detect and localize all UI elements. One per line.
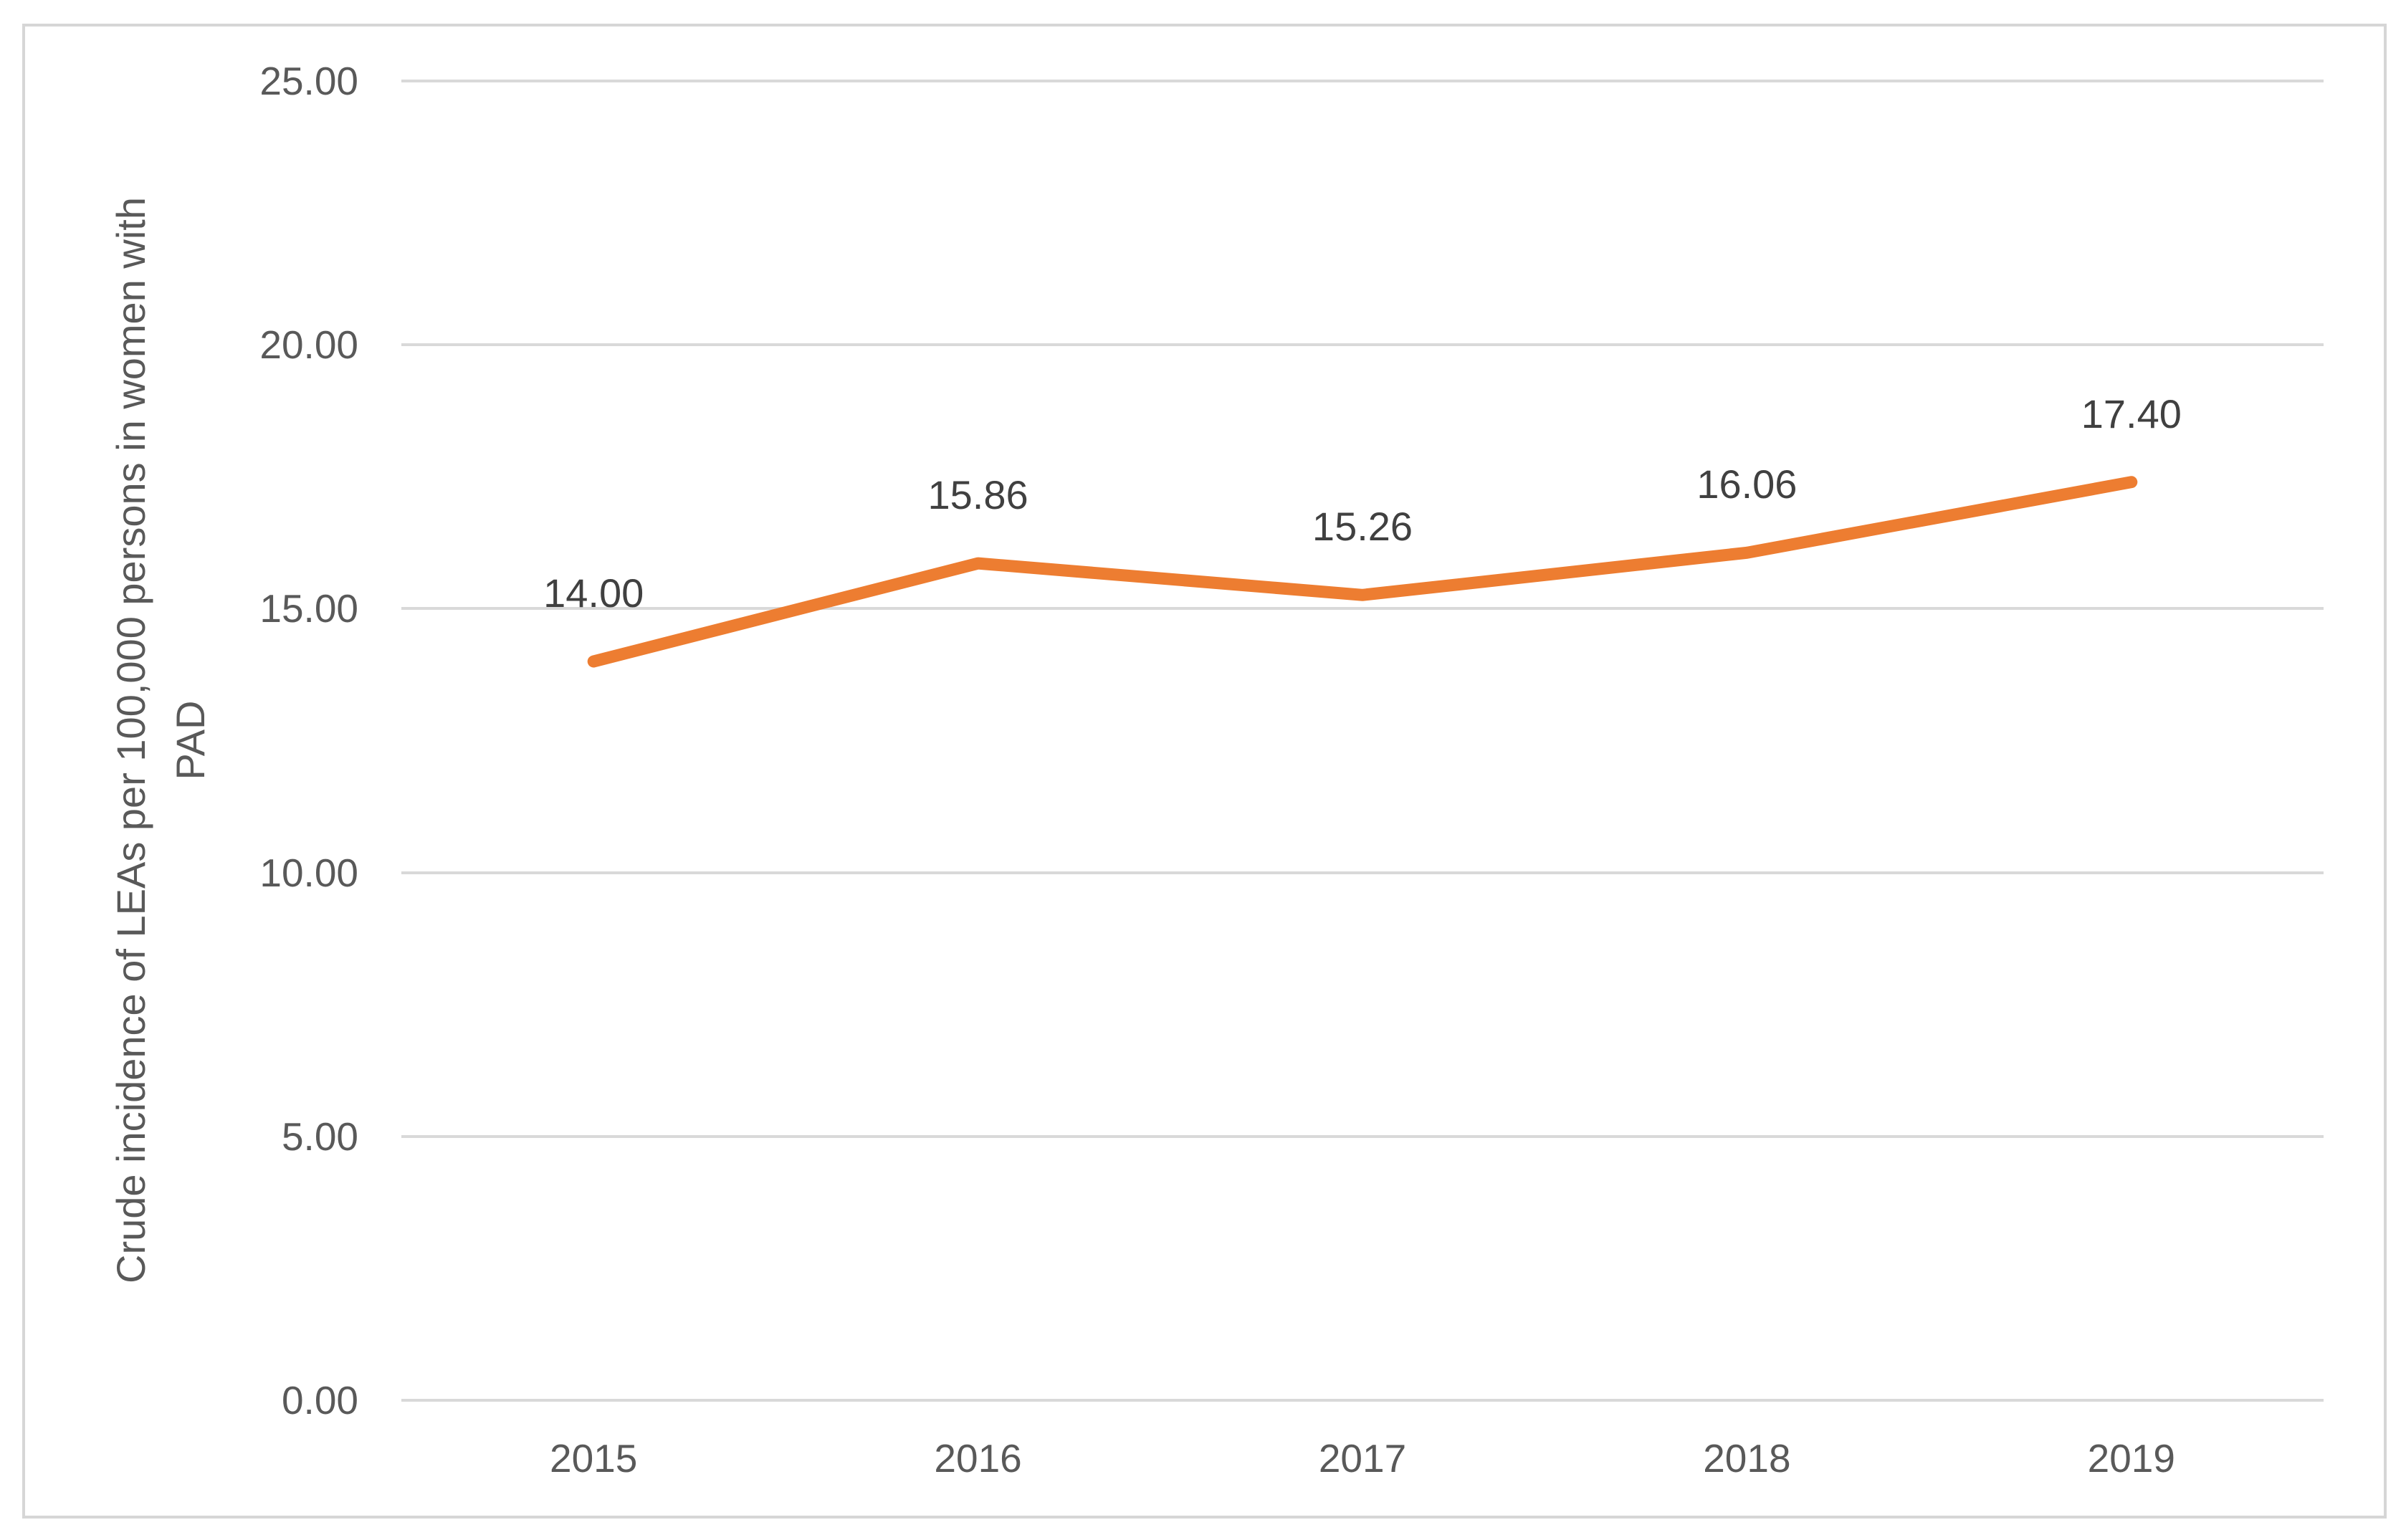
data-label: 14.00 bbox=[543, 570, 644, 616]
gridline-10 bbox=[401, 871, 2324, 874]
x-axis-tick-label: 2018 bbox=[1703, 1436, 1791, 1481]
gridline-20 bbox=[401, 343, 2324, 346]
y-axis-tick-label: 20.00 bbox=[259, 322, 358, 367]
gridline-0 bbox=[401, 1399, 2324, 1402]
y-axis-tick-label: 25.00 bbox=[259, 59, 358, 103]
gridline-15 bbox=[401, 607, 2324, 610]
y-axis-tick-label: 15.00 bbox=[259, 586, 358, 631]
data-label: 15.86 bbox=[927, 472, 1028, 518]
data-label: 17.40 bbox=[2081, 391, 2182, 436]
gridline-25 bbox=[401, 80, 2324, 82]
chart-border bbox=[22, 24, 2387, 1519]
x-axis-tick-label: 2019 bbox=[2087, 1436, 2175, 1481]
x-axis-tick-label: 2015 bbox=[550, 1436, 638, 1481]
data-label: 15.26 bbox=[1312, 504, 1413, 550]
x-axis-tick-label: 2016 bbox=[934, 1436, 1022, 1481]
y-axis-tick-label: 10.00 bbox=[259, 851, 358, 895]
series-line bbox=[587, 476, 2138, 668]
data-label: 16.06 bbox=[1696, 461, 1798, 507]
gridline-5 bbox=[401, 1135, 2324, 1138]
y-axis-tick-label: 5.00 bbox=[281, 1114, 358, 1159]
y-axis-tick-label: 0.00 bbox=[281, 1378, 358, 1422]
x-axis-tick-label: 2017 bbox=[1318, 1436, 1407, 1481]
